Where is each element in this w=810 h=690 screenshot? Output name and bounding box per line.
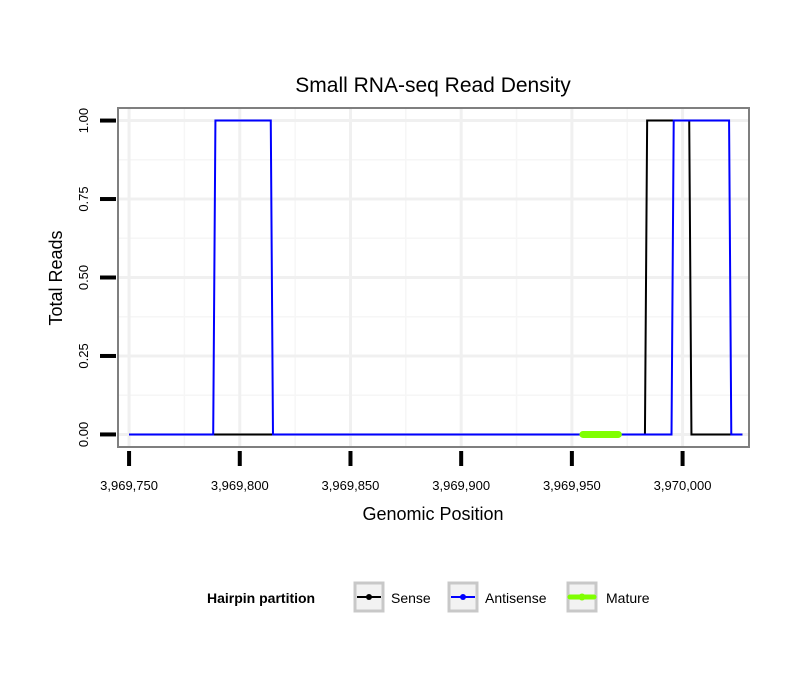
chart-title: Small RNA-seq Read Density — [295, 74, 571, 97]
y-tick-label: 0.50 — [76, 265, 91, 290]
y-tick-label: 0.75 — [76, 186, 91, 211]
series-lines — [129, 119, 743, 438]
legend-label-sense: Sense — [391, 590, 431, 606]
legend-label-mature: Mature — [606, 590, 650, 606]
legend-title: Hairpin partition — [207, 590, 315, 606]
series-line-antisense — [129, 119, 743, 436]
x-tick-label: 3,969,950 — [543, 478, 601, 493]
legend-entry-sense: Sense — [353, 581, 431, 613]
y-tick-label: 1.00 — [76, 108, 91, 133]
y-axis-title: Total Reads — [46, 230, 66, 325]
legend: Hairpin partition Sense Antisense Mature — [207, 581, 650, 613]
y-tick-label: 0.25 — [76, 343, 91, 368]
x-tick-label: 3,969,800 — [211, 478, 269, 493]
legend-point-antisense — [460, 594, 466, 600]
legend-entry-mature: Mature — [566, 581, 650, 613]
x-axis-title: Genomic Position — [362, 504, 503, 524]
axis-ticks: 3,969,750 3,969,800 3,969,850 3,969,900 3,96… — [76, 108, 712, 493]
legend-point-sense — [366, 594, 372, 600]
x-tick-label: 3,970,000 — [654, 478, 712, 493]
x-tick-label: 3,969,750 — [100, 478, 158, 493]
y-tick-label: 0.00 — [76, 422, 91, 447]
x-tick-label: 3,969,850 — [322, 478, 380, 493]
x-tick-label: 3,969,900 — [432, 478, 490, 493]
grid-lines — [118, 108, 749, 447]
legend-entry-antisense: Antisense — [447, 581, 547, 613]
legend-point-mature — [578, 593, 586, 601]
panel-border — [117, 107, 750, 448]
legend-label-antisense: Antisense — [485, 590, 547, 606]
